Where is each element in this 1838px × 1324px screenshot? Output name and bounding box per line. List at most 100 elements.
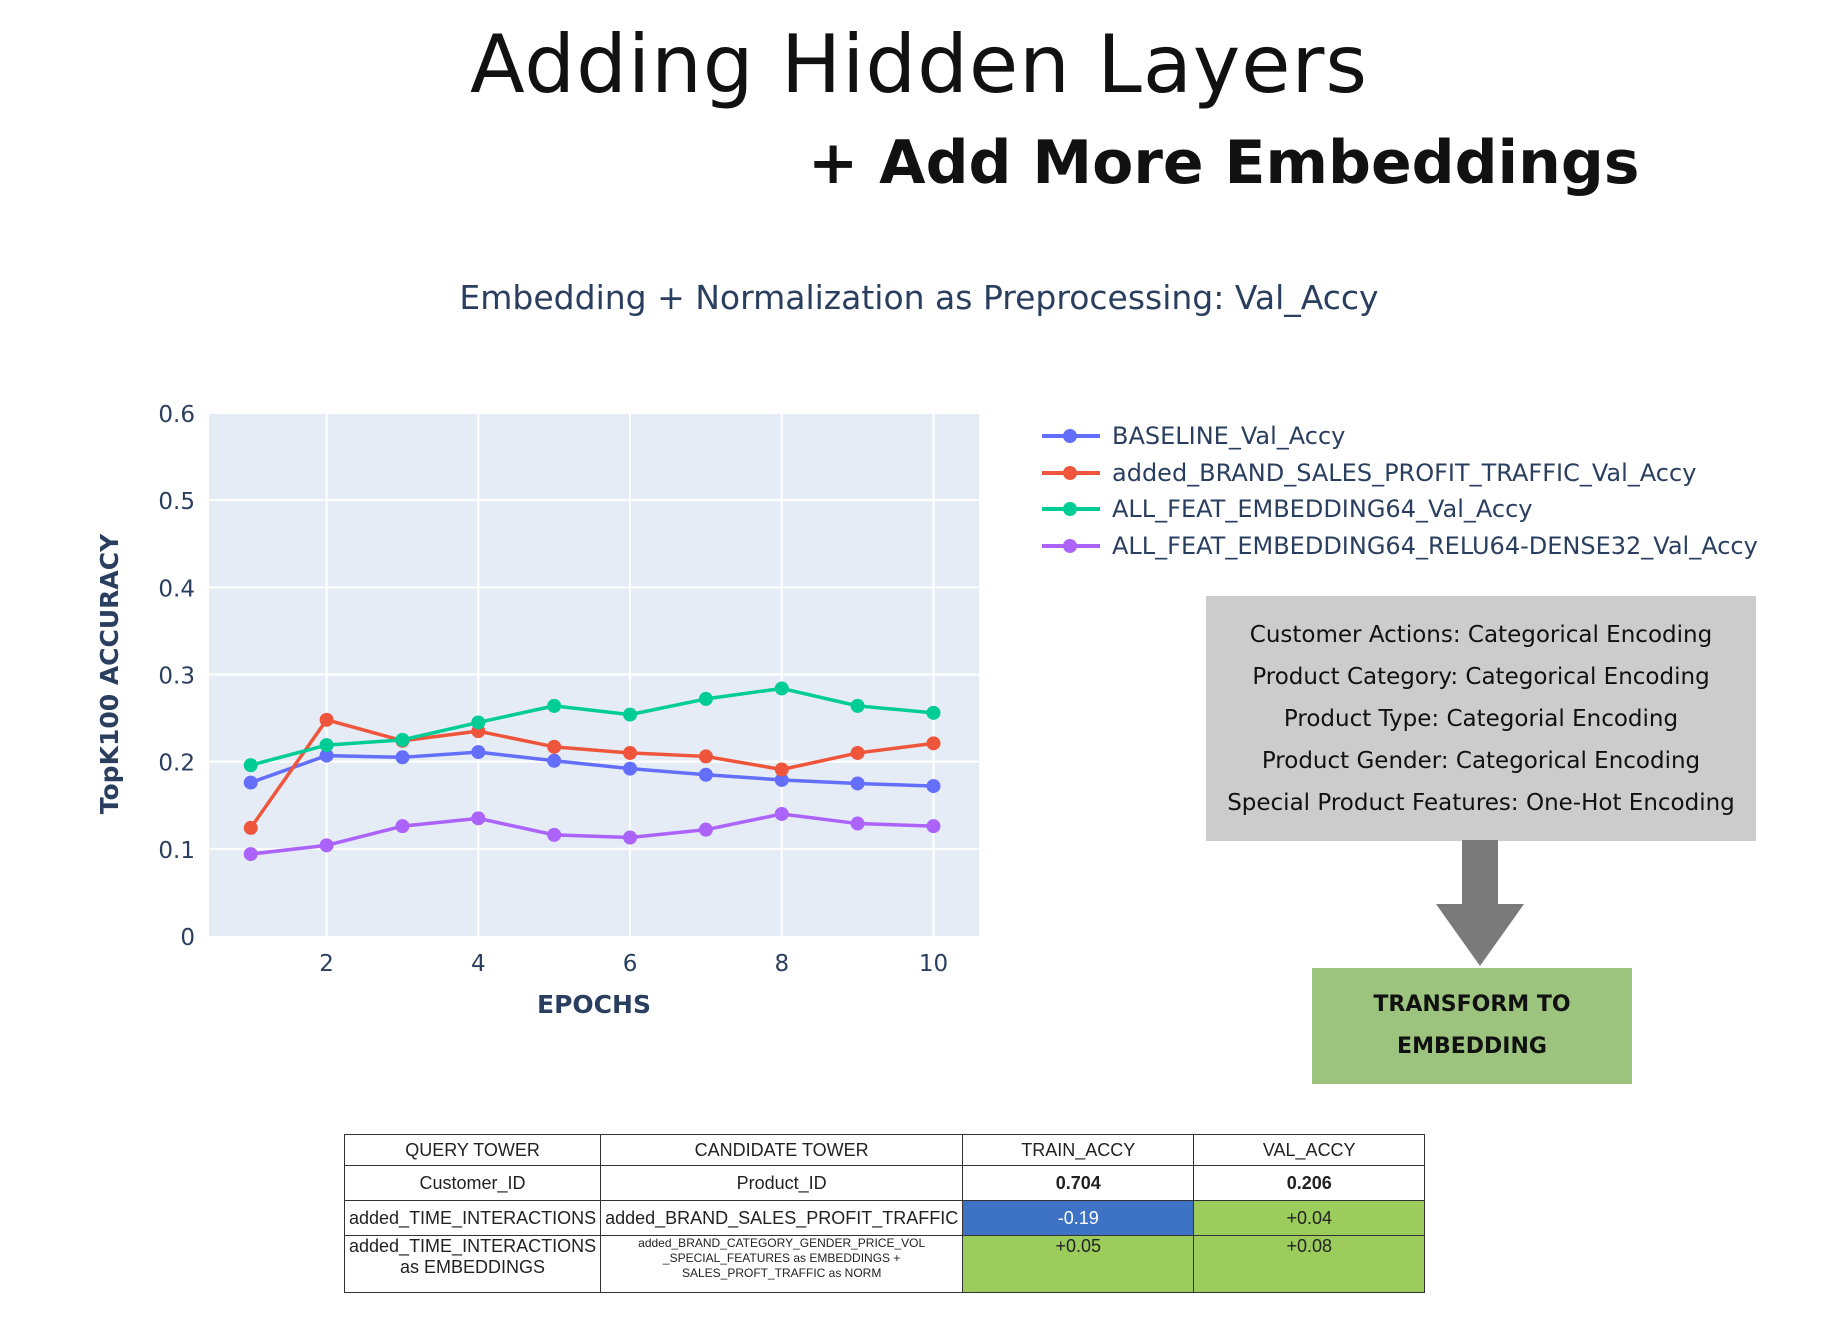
data-point[interactable] <box>926 736 941 751</box>
series-1 <box>243 745 941 794</box>
series-3 <box>243 681 941 773</box>
data-point[interactable] <box>926 705 941 720</box>
table-cell: Customer_ID <box>343 1165 602 1201</box>
table-row: added_TIME_INTERACTIONS as EMBEDDINGS ad… <box>343 1235 1426 1293</box>
down-arrow-icon <box>1436 904 1524 966</box>
data-point[interactable] <box>774 762 789 777</box>
transform-line: EMBEDDING <box>1397 1034 1547 1059</box>
data-point[interactable] <box>243 758 258 773</box>
table-header-row: QUERY TOWER CANDIDATE TOWER TRAIN_ACCY V… <box>343 1134 1426 1166</box>
data-point[interactable] <box>547 698 562 713</box>
data-point[interactable] <box>547 827 562 842</box>
table-cell: +0.05 <box>962 1235 1195 1293</box>
legend-label: ALL_FEAT_EMBEDDING64_RELU64-DENSE32_Val_… <box>1112 531 1758 560</box>
y-tick-label: 0.1 <box>158 838 195 864</box>
data-point[interactable] <box>926 779 941 794</box>
data-point[interactable] <box>319 838 334 853</box>
y-axis-label: TopK100 ACCURACY <box>95 533 124 814</box>
data-point[interactable] <box>623 707 638 722</box>
legend-swatch <box>1042 499 1100 519</box>
table-row: Customer_ID Product_ID 0.704 0.206 <box>343 1165 1426 1201</box>
column-header: VAL_ACCY <box>1193 1134 1426 1166</box>
table-cell: +0.04 <box>1193 1200 1426 1236</box>
x-tick-labels: 2 4 6 8 10 <box>319 951 948 977</box>
legend-item[interactable]: BASELINE_Val_Accy <box>1042 418 1758 455</box>
data-point[interactable] <box>698 822 713 837</box>
data-point[interactable] <box>395 732 410 747</box>
table-cell: added_TIME_INTERACTIONS <box>343 1200 602 1236</box>
data-point[interactable] <box>243 775 258 790</box>
column-header: QUERY TOWER <box>343 1134 602 1166</box>
y-tick-label: 0 <box>180 925 195 951</box>
data-point[interactable] <box>698 767 713 782</box>
data-point[interactable] <box>850 745 865 760</box>
data-point[interactable] <box>623 830 638 845</box>
data-point[interactable] <box>774 681 789 696</box>
legend-item[interactable]: ALL_FEAT_EMBEDDING64_Val_Accy <box>1042 491 1758 528</box>
table-cell: +0.08 <box>1193 1235 1426 1293</box>
encoding-line: Product Type: Categorial Encoding <box>1283 705 1679 732</box>
data-point[interactable] <box>547 739 562 754</box>
data-point[interactable] <box>774 806 789 821</box>
y-tick-label: 0.6 <box>158 402 195 428</box>
data-point[interactable] <box>850 698 865 713</box>
line-chart: 0 0.1 0.2 0.3 0.4 0.5 0.6 2 4 6 8 10 EPOCHS TopK10… <box>95 402 979 1019</box>
data-point[interactable] <box>319 748 334 763</box>
data-point[interactable] <box>319 738 334 753</box>
encoding-box: Customer Actions: Categorical Encoding P… <box>1206 596 1756 841</box>
x-tick-label: 2 <box>319 951 334 977</box>
table-cell: added_TIME_INTERACTIONS as EMBEDDINGS <box>343 1235 602 1293</box>
legend-label: added_BRAND_SALES_PROFIT_TRAFFIC_Val_Acc… <box>1112 458 1697 487</box>
series-line <box>249 718 934 829</box>
column-header: TRAIN_ACCY <box>962 1134 1195 1166</box>
x-tick-label: 4 <box>471 951 486 977</box>
data-point[interactable] <box>850 816 865 831</box>
legend-label: ALL_FEAT_EMBEDDING64_Val_Accy <box>1112 495 1533 524</box>
data-point[interactable] <box>623 745 638 760</box>
y-tick-label: 0.3 <box>158 664 195 690</box>
table-cell: -0.19 <box>962 1200 1195 1236</box>
data-point[interactable] <box>395 750 410 765</box>
data-point[interactable] <box>774 772 789 787</box>
legend-item[interactable]: added_BRAND_SALES_PROFIT_TRAFFIC_Val_Acc… <box>1042 455 1758 492</box>
x-tick-label: 6 <box>623 951 638 977</box>
slide-subtitle: + Add More Embeddings <box>808 128 1640 198</box>
encoding-line: Customer Actions: Categorical Encoding <box>1249 621 1713 648</box>
series-4 <box>243 806 941 862</box>
data-point[interactable] <box>471 811 486 826</box>
encoding-line: Product Gender: Categorical Encoding <box>1261 747 1701 774</box>
legend-swatch <box>1042 426 1100 446</box>
data-point[interactable] <box>850 776 865 791</box>
down-arrow-shaft <box>1462 840 1498 906</box>
legend-item[interactable]: ALL_FEAT_EMBEDDING64_RELU64-DENSE32_Val_… <box>1042 528 1758 565</box>
data-point[interactable] <box>698 691 713 706</box>
table-cell: added_BRAND_CATEGORY_GENDER_PRICE_VOL _S… <box>600 1235 964 1293</box>
x-tick-label: 10 <box>919 951 948 977</box>
table-cell: 0.206 <box>1193 1165 1426 1201</box>
data-point[interactable] <box>926 819 941 834</box>
data-point[interactable] <box>243 847 258 862</box>
data-point[interactable] <box>547 753 562 768</box>
encoding-line: Special Product Features: One-Hot Encodi… <box>1227 789 1735 816</box>
y-tick-label: 0.5 <box>158 489 195 515</box>
data-point[interactable] <box>623 761 638 776</box>
slide-title: Adding Hidden Layers <box>469 18 1369 111</box>
data-point[interactable] <box>319 712 334 727</box>
transform-line: TRANSFORM TO <box>1373 992 1571 1017</box>
series-line <box>250 750 934 788</box>
table-cell: added_BRAND_SALES_PROFIT_TRAFFIC <box>600 1200 964 1236</box>
legend-swatch <box>1042 536 1100 556</box>
y-tick-labels: 0 0.1 0.2 0.3 0.4 0.5 0.6 <box>158 402 195 951</box>
data-point[interactable] <box>471 715 486 730</box>
chart-title: Embedding + Normalization as Preprocessi… <box>459 278 1379 317</box>
gridlines <box>209 412 979 936</box>
legend-swatch <box>1042 463 1100 483</box>
series-group <box>243 681 941 862</box>
table-cell: 0.704 <box>962 1165 1195 1201</box>
data-point[interactable] <box>243 820 258 835</box>
series-line <box>250 812 934 856</box>
series-line <box>250 686 934 767</box>
data-point[interactable] <box>698 749 713 764</box>
data-point[interactable] <box>395 819 410 834</box>
data-point[interactable] <box>471 745 486 760</box>
